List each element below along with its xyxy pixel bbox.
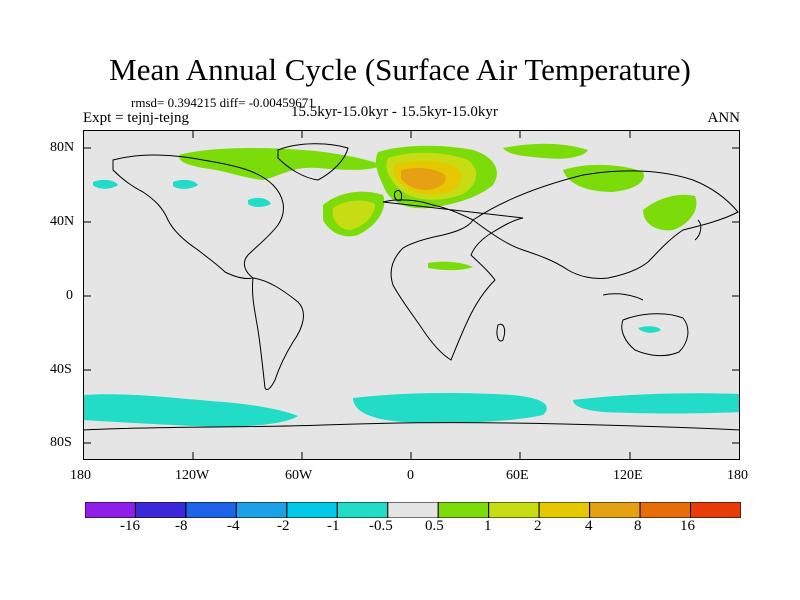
colorbar-box <box>85 502 136 518</box>
labrador-cooling <box>248 197 271 207</box>
lat-tick-label: 80S <box>50 435 72 450</box>
colorbar-label: 16 <box>680 518 695 534</box>
lon-tick-label: 120W <box>175 468 210 483</box>
nordic-seas-warming-4 <box>401 167 446 190</box>
colorbar-box <box>437 502 490 518</box>
temperature-map <box>83 130 740 460</box>
lon-tick-label: 180 <box>727 468 748 483</box>
coastlines <box>83 143 740 431</box>
colorbar <box>85 502 741 518</box>
colorbar-label: 1 <box>484 518 492 534</box>
colorbar-label: -8 <box>175 518 188 534</box>
chart-title: Mean Annual Cycle (Surface Air Temperatu… <box>109 52 691 87</box>
colorbar-label: 2 <box>534 518 542 534</box>
anomaly-shading <box>83 143 740 427</box>
lat-tick-label: 40N <box>50 214 75 229</box>
lon-tick-label: 60E <box>506 468 529 483</box>
colorbar-box <box>387 502 439 518</box>
colorbar-box <box>589 502 641 518</box>
colorbar-box <box>538 502 591 518</box>
season-label: ANN <box>707 110 741 126</box>
colorbar-box <box>134 502 187 518</box>
colorbar-box <box>639 502 692 518</box>
colorbar-box <box>286 502 338 518</box>
lat-tick-label: 0 <box>66 288 73 303</box>
lon-tick-label: 0 <box>407 468 414 483</box>
colorbar-label: 4 <box>585 518 593 534</box>
colorbar-box <box>336 502 389 518</box>
southern-ocean-band-2 <box>353 393 547 423</box>
north-pacific-cooling <box>173 179 198 189</box>
colorbar-box <box>185 502 237 518</box>
lon-tick-label: 180 <box>70 468 91 483</box>
mid-latitude-warming <box>428 261 473 271</box>
colorbar-label: -1 <box>327 518 340 534</box>
north-atlantic-warming-2 <box>332 200 375 230</box>
stats-text: rmsd= 0.394215 diff= -0.00459671 <box>131 95 315 110</box>
east-asia-warming <box>643 194 697 231</box>
colorbar-box <box>488 502 540 518</box>
colorbar-label: -4 <box>227 518 240 534</box>
lat-tick-label: 40S <box>50 362 72 377</box>
colorbar-label: 8 <box>634 518 642 534</box>
colorbar-label: 0.5 <box>425 518 444 534</box>
experiment-text: Expt = tejnj-tejng <box>83 110 189 126</box>
arctic-warming <box>503 143 588 159</box>
siberia-warming <box>563 164 644 192</box>
period-text: 15.5kyr-15.0kyr - 15.5kyr-15.0kyr <box>291 104 498 120</box>
colorbar-label: -16 <box>120 518 140 534</box>
southern-ocean-band-3 <box>573 393 740 414</box>
colorbar-label: -2 <box>277 518 290 534</box>
atlantic-cooling <box>93 179 118 189</box>
lon-tick-label: 120E <box>613 468 643 483</box>
southern-ocean-band-1 <box>83 394 298 427</box>
colorbar-label: -0.5 <box>369 518 393 534</box>
southern-ocean-spot <box>638 326 661 333</box>
greenland-sea-warming <box>178 147 383 180</box>
lon-tick-label: 60W <box>285 468 313 483</box>
colorbar-box <box>235 502 288 518</box>
lat-tick-label: 80N <box>50 140 75 155</box>
colorbar-box <box>690 502 741 518</box>
